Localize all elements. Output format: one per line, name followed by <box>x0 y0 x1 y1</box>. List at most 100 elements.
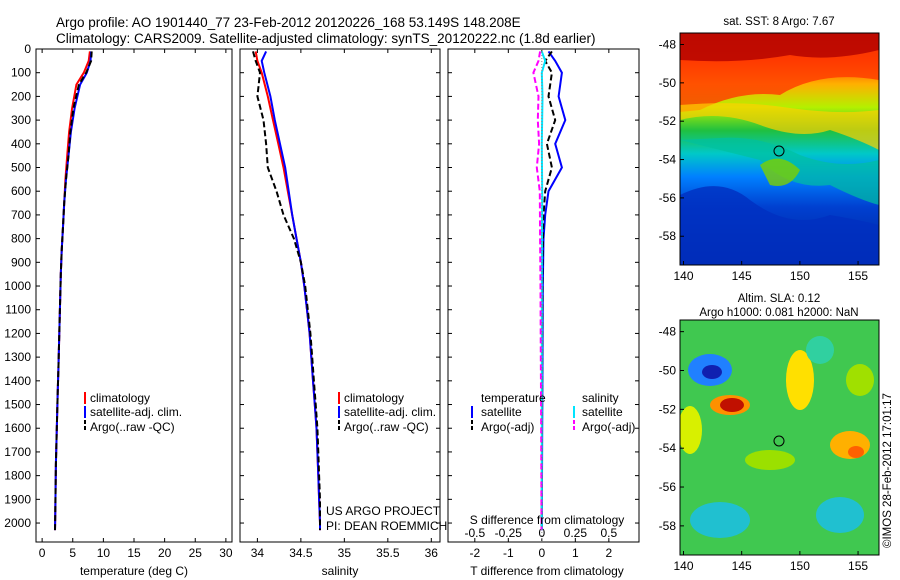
sla-argo-marker <box>773 435 785 447</box>
ytick-label-8: 800 <box>11 232 31 246</box>
sla-map-title2: Argo h1000: 0.081 h2000: NaN <box>699 307 858 319</box>
temp-legend-argo: Argo(..raw -QC) <box>90 420 175 434</box>
map-ytick-label-1-2: -52 <box>659 402 677 416</box>
diff-legend-sal-sat: satellite <box>582 405 623 419</box>
ytick-label-16: 1600 <box>4 421 31 435</box>
imos-watermark: ©IMOS 28-Feb-2012 17:01:17 <box>882 393 894 548</box>
ytick-label-5: 500 <box>11 161 31 175</box>
temperature-xlabel: temperature (deg C) <box>80 564 188 578</box>
ytick-label-15: 1500 <box>4 398 31 412</box>
ytick-label-13: 1300 <box>4 350 31 364</box>
map-xtick-label-0-0: 140 <box>673 269 693 283</box>
diff-legend-temp-group: temperature <box>481 391 546 405</box>
ytick-label-10: 1000 <box>4 279 31 293</box>
ytick-label-4: 400 <box>11 137 31 151</box>
sal-legend-clim: climatology <box>344 391 404 405</box>
diff-legend-temp-argo: Argo(-adj) <box>481 420 534 434</box>
salinity-xlabel: salinity <box>322 564 359 578</box>
sst-map-title: sat. SST: 8 Argo: 7.67 <box>723 16 834 28</box>
ytick-label-6: 600 <box>11 184 31 198</box>
ytick-label-2: 200 <box>11 89 31 103</box>
difference-legend: temperature satellite Argo(-adj) salinit… <box>471 391 635 434</box>
salinity-panel-frame <box>239 48 441 543</box>
xtick-label-2-4: 2 <box>605 546 612 560</box>
sla-map-frame <box>679 319 880 556</box>
xtick-label-1-2: 35 <box>338 546 352 560</box>
ytick-label-14: 1400 <box>4 374 31 388</box>
xtick-label-2-2: 0 <box>538 546 545 560</box>
diff-legend-temp-sat: satellite <box>481 405 522 419</box>
map-ytick-label-0-5: -58 <box>659 229 677 243</box>
map-ytick-label-0-3: -54 <box>659 153 677 167</box>
xtick-label-1-0: 34 <box>251 546 265 560</box>
map-xtick-label-0-2: 150 <box>790 269 810 283</box>
xtick-label-0-1: 5 <box>69 546 76 560</box>
profile-charts: 0 5 10 15 20 25 300100200300400500600700800900… <box>4 42 639 560</box>
map-ytick-label-1-3: -54 <box>659 441 677 455</box>
ytick-label-20: 2000 <box>4 516 31 530</box>
xtick-label-0-4: 20 <box>158 546 172 560</box>
sla-map-title1: Altim. SLA: 0.12 <box>738 293 820 305</box>
project-label: US ARGO PROJECT <box>326 504 441 518</box>
pi-label: PI: DEAN ROEMMICH <box>326 519 447 533</box>
salinity-legend: climatology satellite-adj. clim. Argo(..… <box>338 391 436 434</box>
temp-legend-sat: satellite-adj. clim. <box>90 405 182 419</box>
map-xtick-label-0-1: 145 <box>732 269 752 283</box>
series-2-3 <box>532 51 543 531</box>
ytick-label-12: 1200 <box>4 326 31 340</box>
map-xtick-label-0-3: 155 <box>848 269 868 283</box>
sal-legend-sat: satellite-adj. clim. <box>344 405 436 419</box>
map-ytick-label-1-0: -48 <box>659 325 677 339</box>
temperature-panel-frame <box>35 48 233 543</box>
map-xtick-label-1-0: 140 <box>673 559 693 573</box>
sla-map-field <box>680 320 879 555</box>
ytick-label-18: 1800 <box>4 469 31 483</box>
xtick-label-0-2: 10 <box>97 546 111 560</box>
map-ytick-label-1-1: -50 <box>659 363 677 377</box>
ytick-label-3: 300 <box>11 113 31 127</box>
xtick-label-0-0: 0 <box>39 546 46 560</box>
xtick-label-2-0: -2 <box>469 546 480 560</box>
xtick-label-0-6: 30 <box>219 546 233 560</box>
xtick-label-0-5: 25 <box>189 546 203 560</box>
map-ytick-label-0-1: -50 <box>659 76 677 90</box>
xtick2-label-4: 0.5 <box>600 526 617 540</box>
sst-map-frame <box>679 32 880 266</box>
diff-legend-sal-argo: Argo(-adj) <box>582 420 635 434</box>
difference-xlabel2: S difference from climatology <box>470 513 625 527</box>
map-ytick-label-0-2: -52 <box>659 114 677 128</box>
ytick-label-11: 1100 <box>5 303 31 317</box>
series-1-2 <box>252 51 321 531</box>
xtick-label-2-3: 1 <box>572 546 579 560</box>
series-2-2 <box>540 51 547 531</box>
temp-legend-clim: climatology <box>90 391 150 405</box>
diff-legend-sal-group: salinity <box>582 391 619 405</box>
xtick2-label-3: 0.25 <box>564 526 588 540</box>
map-ytick-label-0-0: -48 <box>659 38 677 52</box>
xtick-label-1-3: 35.5 <box>376 546 400 560</box>
xtick-label-1-1: 34.5 <box>289 546 313 560</box>
temperature-legend: climatology satellite-adj. clim. Argo(..… <box>84 391 182 434</box>
ytick-label-7: 700 <box>11 208 31 222</box>
map-ytick-label-0-4: -56 <box>659 191 677 205</box>
ytick-label-17: 1700 <box>4 445 31 459</box>
map-xtick-label-1-3: 155 <box>848 559 868 573</box>
series-0-2 <box>54 51 93 531</box>
xtick-label-1-4: 36 <box>425 546 439 560</box>
sal-legend-argo: Argo(..raw -QC) <box>344 420 429 434</box>
ytick-label-9: 900 <box>11 255 31 269</box>
map-xtick-label-1-1: 145 <box>732 559 752 573</box>
ytick-label-0: 0 <box>24 42 31 56</box>
map-ytick-label-1-5: -58 <box>659 519 677 533</box>
map-xtick-label-1-2: 150 <box>790 559 810 573</box>
sst-map-field <box>680 33 879 265</box>
map-ticks: 140 145 150 155 -48 -50 -52 -54 -56 -58 140 145 150 1… <box>659 38 869 573</box>
difference-xlabel: T difference from climatology <box>470 564 624 578</box>
ytick-label-19: 1900 <box>4 492 31 506</box>
xtick-label-2-1: -1 <box>503 546 514 560</box>
xtick2-label-1: -0.25 <box>495 526 523 540</box>
xtick2-label-0: -0.5 <box>464 526 485 540</box>
sst-argo-marker <box>773 145 785 157</box>
header-line2: Climatology: CARS2009. Satellite-adjuste… <box>56 31 596 46</box>
